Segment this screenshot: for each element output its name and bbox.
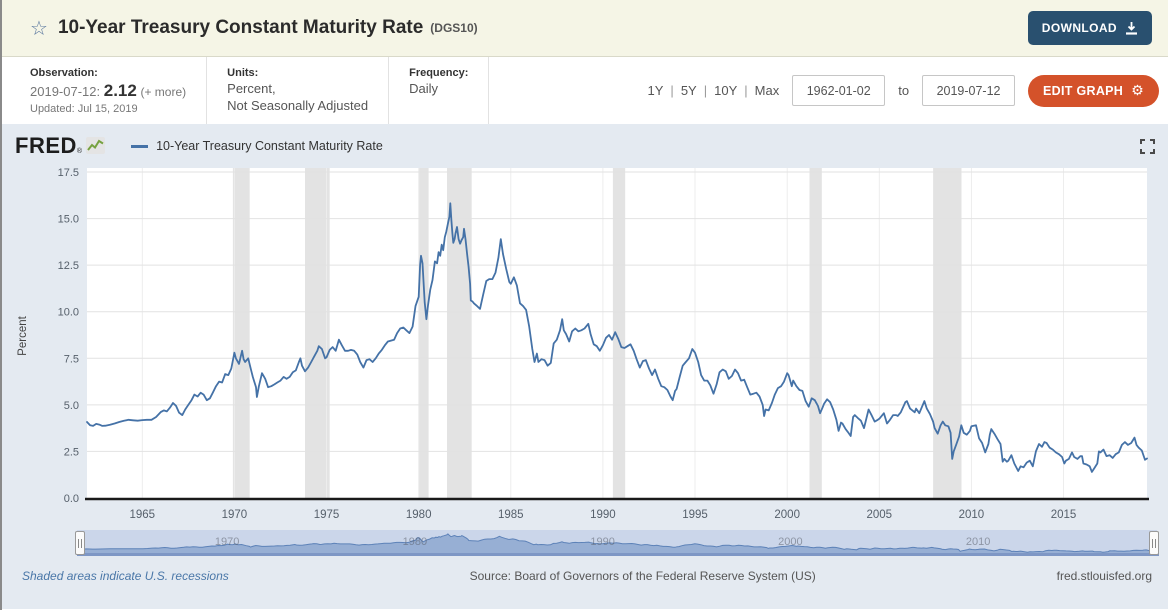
svg-text:1980: 1980 xyxy=(406,509,432,521)
units-line1: Percent, xyxy=(227,81,276,96)
svg-text:Percent: Percent xyxy=(17,315,29,355)
svg-text:2015: 2015 xyxy=(1051,509,1077,521)
range-separator: | xyxy=(670,83,674,98)
range-1y[interactable]: 1Y xyxy=(647,83,664,98)
range-links: 1Y | 5Y | 10Y | Max xyxy=(648,83,780,98)
download-button-label: DOWNLOAD xyxy=(1041,21,1117,35)
scrubber-left-handle[interactable] xyxy=(75,531,85,555)
page-title: 10-Year Treasury Constant Maturity Rate xyxy=(57,17,424,38)
range-separator: | xyxy=(703,83,708,98)
edit-graph-label: EDIT GRAPH xyxy=(1043,83,1124,98)
legend-series-label: 10-Year Treasury Constant Maturity Rate xyxy=(156,139,383,153)
series-id: (DGS10) xyxy=(430,21,478,35)
legend-line-swatch xyxy=(131,144,149,148)
to-label: to xyxy=(898,83,910,98)
range-5y[interactable]: 5Y xyxy=(680,83,697,98)
download-icon xyxy=(1126,21,1137,35)
gear-icon: ⚙ xyxy=(1131,82,1144,99)
observation-label: Observation: xyxy=(30,67,98,79)
svg-text:2.5: 2.5 xyxy=(64,446,79,458)
chart-legend: 10-Year Treasury Constant Maturity Rate xyxy=(131,139,383,153)
observation-date: 2019-07-12: xyxy=(30,84,101,99)
fullscreen-button[interactable] xyxy=(1140,138,1155,154)
svg-text:5.0: 5.0 xyxy=(64,400,79,412)
units-label: Units: xyxy=(227,67,259,79)
svg-text:2005: 2005 xyxy=(867,509,893,521)
svg-text:15.0: 15.0 xyxy=(58,214,79,226)
frequency-label: Frequency: xyxy=(409,67,469,79)
svg-text:1975: 1975 xyxy=(314,509,340,521)
scrubber-right-handle[interactable] xyxy=(1149,531,1159,555)
range-separator: | xyxy=(744,83,748,98)
observation-value: 2.12 xyxy=(103,81,137,100)
chart-region: FRED ® 10-Year Treasury Constant Maturit… xyxy=(2,124,1168,609)
svg-text:1970: 1970 xyxy=(222,509,248,521)
svg-text:1990: 1990 xyxy=(590,509,616,521)
range-max[interactable]: Max xyxy=(754,83,780,98)
svg-text:2000: 2000 xyxy=(774,509,800,521)
svg-text:17.5: 17.5 xyxy=(58,168,79,179)
svg-text:1985: 1985 xyxy=(498,509,524,521)
download-button[interactable]: DOWNLOAD xyxy=(1027,11,1152,45)
frequency-value: Daily xyxy=(409,81,438,96)
main-chart[interactable]: 1965 1970 1975 1980 1985 1990 1995 2000 2005 2010… xyxy=(2,168,1168,528)
source-note: Source: Board of Governors of the Federa… xyxy=(469,569,816,583)
svg-text:1995: 1995 xyxy=(682,509,708,521)
range-controls: 1Y | 5Y | 10Y | Max to EDIT GRAPH ⚙ xyxy=(648,57,1168,124)
observation-updated: Updated: Jul 15, 2019 xyxy=(30,103,138,115)
fred-logo-text: FRED xyxy=(15,133,77,158)
title-bar: ☆ 10-Year Treasury Constant Maturity Rat… xyxy=(2,0,1168,57)
range-scrubber[interactable]: 1970 1980 1990 2000 2010 xyxy=(75,530,1159,556)
recessions-note-link[interactable]: Shaded areas indicate U.S. recessions xyxy=(22,569,229,583)
svg-text:2010: 2010 xyxy=(959,509,985,521)
svg-text:12.5: 12.5 xyxy=(58,260,79,272)
svg-text:7.5: 7.5 xyxy=(64,353,79,365)
svg-text:0.0: 0.0 xyxy=(64,493,79,505)
units-line2: Not Seasonally Adjusted xyxy=(227,97,369,113)
favorite-star-icon[interactable]: ☆ xyxy=(30,16,48,40)
end-date-input[interactable] xyxy=(922,75,1016,106)
start-date-input[interactable] xyxy=(792,75,886,106)
scrubber-mini-chart xyxy=(77,533,1159,556)
fred-logo[interactable]: FRED ® xyxy=(15,133,106,158)
observation-block: Observation: 2019-07-12: 2.12 (+ more) U… xyxy=(30,57,208,124)
controls-row: Observation: 2019-07-12: 2.12 (+ more) U… xyxy=(2,57,1168,124)
frequency-block: Frequency: Daily xyxy=(409,57,490,124)
edit-graph-button[interactable]: EDIT GRAPH ⚙ xyxy=(1028,74,1159,107)
svg-text:1965: 1965 xyxy=(130,509,156,521)
fred-registered-mark: ® xyxy=(76,148,83,155)
fullscreen-icon xyxy=(1140,138,1155,154)
units-block: Units: Percent, Not Seasonally Adjusted xyxy=(227,57,390,124)
site-link: fred.stlouisfed.org xyxy=(1056,569,1152,583)
fred-chart-icon xyxy=(86,137,106,154)
chart-toolbar: FRED ® 10-Year Treasury Constant Maturit… xyxy=(2,124,1168,168)
observation-more-link[interactable]: (+ more) xyxy=(140,85,187,99)
svg-text:10.0: 10.0 xyxy=(58,307,79,319)
range-10y[interactable]: 10Y xyxy=(714,83,738,98)
chart-footer: Shaded areas indicate U.S. recessions So… xyxy=(2,569,1168,583)
